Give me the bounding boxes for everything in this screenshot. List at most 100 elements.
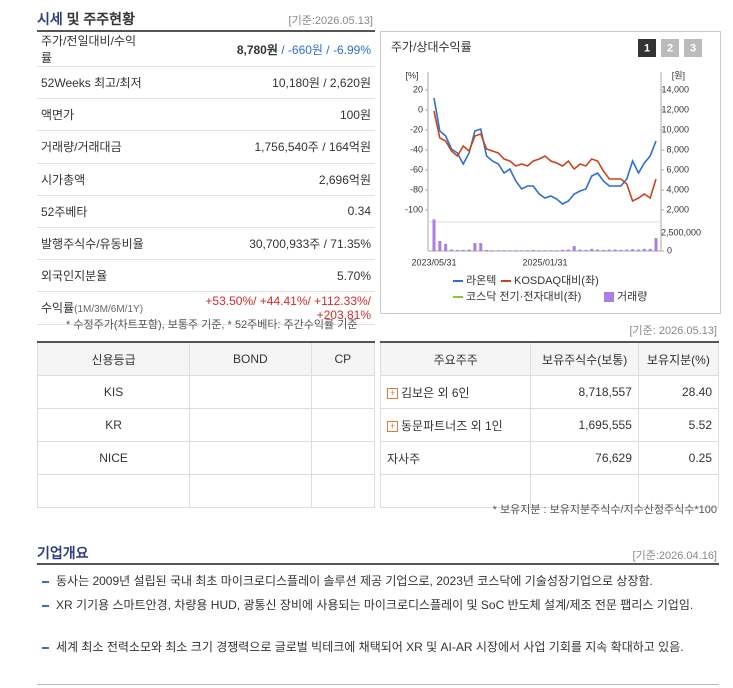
cell-text: 자사주 (387, 451, 421, 466)
volume-bar (561, 249, 565, 251)
label: 발행주식수/유동비율 (41, 237, 144, 252)
tab-label[interactable]: 1 (644, 42, 650, 54)
volume-bar (432, 219, 436, 251)
legend-label: 라온텍 (466, 274, 496, 287)
label-cell: 52Weeks 최고/최저 (37, 66, 150, 100)
y2-unit: [원] (672, 70, 685, 80)
cell-text: 동문파트너즈 외 1인 (401, 418, 503, 433)
expand-icon[interactable]: + (387, 420, 398, 432)
tab[interactable] (684, 39, 702, 57)
volume-bar (648, 248, 652, 251)
expand-icon[interactable]: + (387, 387, 398, 399)
value: / -660원 / -6.99% (277, 42, 371, 57)
cell (189, 408, 312, 442)
quote-table: 주가/전일대비/수익률 8,780원 / -660원 / -6.99% 52Week… (37, 32, 375, 325)
volume-bar (485, 249, 489, 251)
cell (310, 441, 376, 475)
y-tick-label: -60 (410, 164, 423, 174)
row: 52Weeks 최고/최저 10,180원 / 2,620원 (37, 66, 375, 100)
cell (189, 441, 312, 475)
tab[interactable] (638, 39, 656, 57)
volume-bar (461, 249, 465, 251)
volume-bar (467, 249, 471, 251)
volume-bar (555, 250, 559, 251)
cell (36, 474, 191, 508)
header-cell: 보유지분(%) (637, 341, 720, 376)
series-line (433, 110, 657, 203)
row: + 동문파트너즈 외 1인 1,695,555 5.52 (379, 408, 720, 442)
legend-swatch (604, 292, 614, 302)
cell (310, 375, 376, 409)
label-cell: 시가총액 (37, 163, 150, 196)
volume-bar (520, 250, 524, 251)
y2-tick-label: 14,000 (661, 84, 689, 94)
volume-bar (566, 249, 570, 251)
cell (189, 375, 312, 409)
volume-bar (625, 249, 629, 251)
value: 1,756,540주 / 164억원 (254, 140, 371, 155)
volume-bar (596, 249, 600, 251)
cell (379, 474, 532, 508)
x-tick-label: 2023/05/31 (411, 257, 456, 267)
y-tick-label: 20 (413, 84, 423, 94)
value-cell: 1,756,540주 / 164억원 (149, 130, 375, 164)
value-cell: 8,780원 / -660원 / -6.99% (149, 32, 375, 67)
y2-tick-label: 6,000 (666, 164, 689, 174)
y2-tick-label: 10,000 (661, 124, 689, 134)
legend-label: KOSDAQ대비(좌) (514, 274, 599, 287)
label-cell: 거래량/거래대금 (37, 130, 150, 164)
header-cell: CP (310, 341, 376, 376)
cell: 0.25 (637, 441, 720, 475)
y-tick-label: 0 (418, 104, 423, 114)
cell: 자사주 (379, 441, 532, 475)
row: 거래량/거래대금 1,756,540주 / 164억원 (37, 130, 375, 164)
y3-tick-label: 0 (667, 245, 672, 255)
y-unit: [%] (405, 70, 418, 80)
cell: + 김보은 외 6인 (379, 375, 532, 409)
label: 52Weeks 최고/최저 (41, 76, 142, 91)
volume-bar (578, 249, 582, 251)
value: +53.50%/ +44.41%/ +112.33%/ +203.81% (205, 293, 371, 322)
volume-bar (642, 248, 646, 251)
value-cell: 10,180원 / 2,620원 (149, 66, 375, 100)
volume-bar (537, 250, 541, 251)
value-cell: 30,700,933주 / 71.35% (149, 227, 375, 261)
value: 100원 (339, 108, 371, 123)
volume-bar (490, 250, 494, 251)
cell: 1,695,555 (530, 408, 639, 442)
chart-panel: 주가/상대수익률 [%] [원] 1 2 3 20 0 -20 -40 -60 -80 -100 1… (380, 31, 721, 314)
volume-bar (450, 249, 454, 251)
tab-label[interactable]: 2 (667, 42, 673, 54)
y2-tick-label: 12,000 (661, 104, 689, 114)
row: 자사주 76,629 0.25 (379, 441, 720, 475)
date: [기준:2026.05.13] (288, 15, 373, 27)
volume-bar (590, 248, 594, 251)
volume-bar (613, 249, 617, 251)
label: 주가/전일대비/수익률 (41, 34, 136, 65)
section-title: 시세 및 주주현황 (37, 9, 135, 29)
date: [기준:2026.04.16] (632, 550, 717, 562)
label: 52주베타 (41, 204, 88, 219)
volume-bar (607, 249, 611, 251)
tab-label[interactable]: 3 (690, 42, 696, 54)
title-bold: 시세 (37, 11, 63, 27)
value-cell: +53.50%/ +44.41%/ +112.33%/ +203.81% (149, 291, 375, 325)
cell: 5.52 (637, 408, 720, 442)
value-cell: 100원 (149, 98, 375, 132)
tab[interactable] (661, 39, 679, 57)
volume-bar (549, 250, 553, 251)
label: 수익률 (41, 301, 75, 316)
row: NICE (36, 441, 376, 475)
y2-tick-label: 4,000 (666, 184, 689, 194)
header-row: 주요주주 보유주식수(보통) 보유지분(%) (379, 341, 720, 376)
volume-bar (543, 250, 547, 251)
value-cell: 2,696억원 (149, 163, 375, 196)
row (379, 474, 720, 508)
row: 외국인지분율 5.70% (37, 259, 375, 293)
volume-bar (572, 245, 576, 251)
row: 액면가 100원 (37, 98, 375, 132)
volume-bar (531, 249, 535, 251)
header-row: 신용등급 BOND CP (36, 341, 376, 376)
bullet: 동사는 2009년 설립된 국내 최초 마이크로디스플레이 솔루션 제공 기업으… (42, 573, 728, 590)
